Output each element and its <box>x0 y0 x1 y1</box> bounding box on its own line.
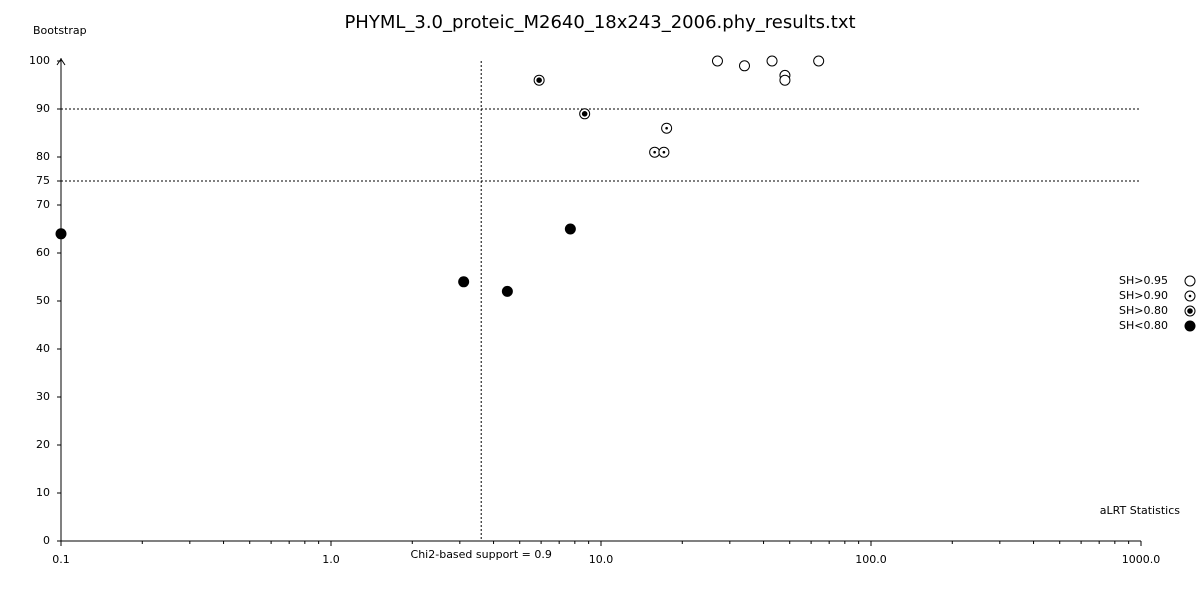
y-tick-label: 100 <box>29 54 50 67</box>
marker-body <box>1184 275 1196 287</box>
x-axis-label: aLRT Statistics <box>1100 504 1180 517</box>
point <box>564 223 576 235</box>
legend-marker <box>1184 275 1196 287</box>
legend-label: SH<0.80 <box>1119 319 1168 332</box>
marker-body <box>55 228 67 240</box>
point <box>579 108 591 120</box>
marker-body <box>1184 320 1196 332</box>
marker-body <box>813 55 825 67</box>
point <box>649 146 661 158</box>
legend-marker <box>1184 305 1196 317</box>
x-tick-label: 10.0 <box>589 553 614 566</box>
marker-dot <box>653 150 656 154</box>
marker-body <box>458 276 470 288</box>
chart-title: PHYML_3.0_proteic_M2640_18x243_2006.phy_… <box>344 12 855 33</box>
point <box>661 122 673 134</box>
marker-dot <box>536 77 542 83</box>
point <box>55 228 67 240</box>
marker-dot <box>1188 294 1192 298</box>
y-tick-label: 40 <box>36 342 50 355</box>
marker-body <box>711 55 723 67</box>
reference-label: Chi2-based support = 0.9 <box>411 548 552 561</box>
point <box>711 55 723 67</box>
point <box>813 55 825 67</box>
marker-dot <box>1187 308 1193 314</box>
point <box>501 285 513 297</box>
x-tick-label: 100.0 <box>855 553 887 566</box>
point <box>658 146 670 158</box>
y-tick-label: 80 <box>36 150 50 163</box>
marker-dot <box>581 111 588 117</box>
y-tick-label: 90 <box>36 102 50 115</box>
x-tick-label: 1.0 <box>322 553 340 566</box>
y-tick-label: 75 <box>36 174 50 187</box>
point <box>779 74 791 86</box>
y-tick-label: 10 <box>36 486 50 499</box>
y-tick-label: 0 <box>43 534 50 547</box>
x-tick-label: 0.1 <box>52 553 70 566</box>
marker-body <box>738 60 750 72</box>
marker-body <box>766 55 778 67</box>
y-axis-label: Bootstrap <box>33 24 87 37</box>
axis-arrow <box>56 58 66 66</box>
marker-body <box>779 74 791 86</box>
legend-label: SH>0.90 <box>1119 289 1168 302</box>
legend-marker <box>1184 290 1196 302</box>
marker-body <box>501 285 513 297</box>
y-tick-label: 50 <box>36 294 50 307</box>
point <box>738 60 750 72</box>
marker-body <box>564 223 576 235</box>
y-tick-label: 60 <box>36 246 50 259</box>
y-tick-label: 70 <box>36 198 50 211</box>
legend-marker <box>1184 320 1196 332</box>
point <box>533 74 545 86</box>
point <box>458 276 470 288</box>
marker-dot <box>662 150 666 154</box>
y-tick-label: 20 <box>36 438 50 451</box>
marker-dot <box>665 126 668 130</box>
y-tick-label: 30 <box>36 390 50 403</box>
x-tick-label: 1000.0 <box>1122 553 1161 566</box>
legend-label: SH>0.80 <box>1119 304 1168 317</box>
point <box>766 55 778 67</box>
legend-label: SH>0.95 <box>1119 274 1168 287</box>
